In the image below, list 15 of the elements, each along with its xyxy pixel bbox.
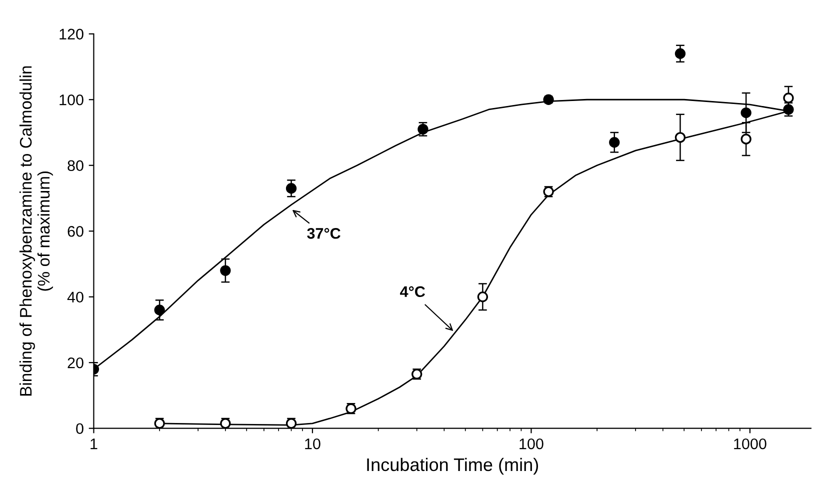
- y-tick-label: 80: [68, 160, 84, 172]
- y-tick-label: 20: [68, 357, 84, 368]
- y-tick-label: 0: [76, 423, 84, 434]
- annotation: 4°C: [400, 286, 426, 298]
- x-axis-title: Incubation Time (min): [367, 458, 538, 475]
- y-tick-label: 40: [67, 292, 84, 303]
- y-axis-title: Binding of Phenoxybenzamine to Calmodulin (% of maximum): [19, 66, 53, 396]
- y-tick-label: 60: [68, 226, 84, 237]
- x-tick-label: 10: [305, 438, 320, 450]
- y-tick-label: 100: [60, 94, 84, 106]
- x-tick-label: 1: [90, 438, 98, 450]
- x-tick-label: 1000: [734, 438, 766, 450]
- x-tick-label: 100: [520, 438, 544, 450]
- y-tick-label: 120: [60, 28, 84, 40]
- annotation: 37°C: [307, 228, 340, 239]
